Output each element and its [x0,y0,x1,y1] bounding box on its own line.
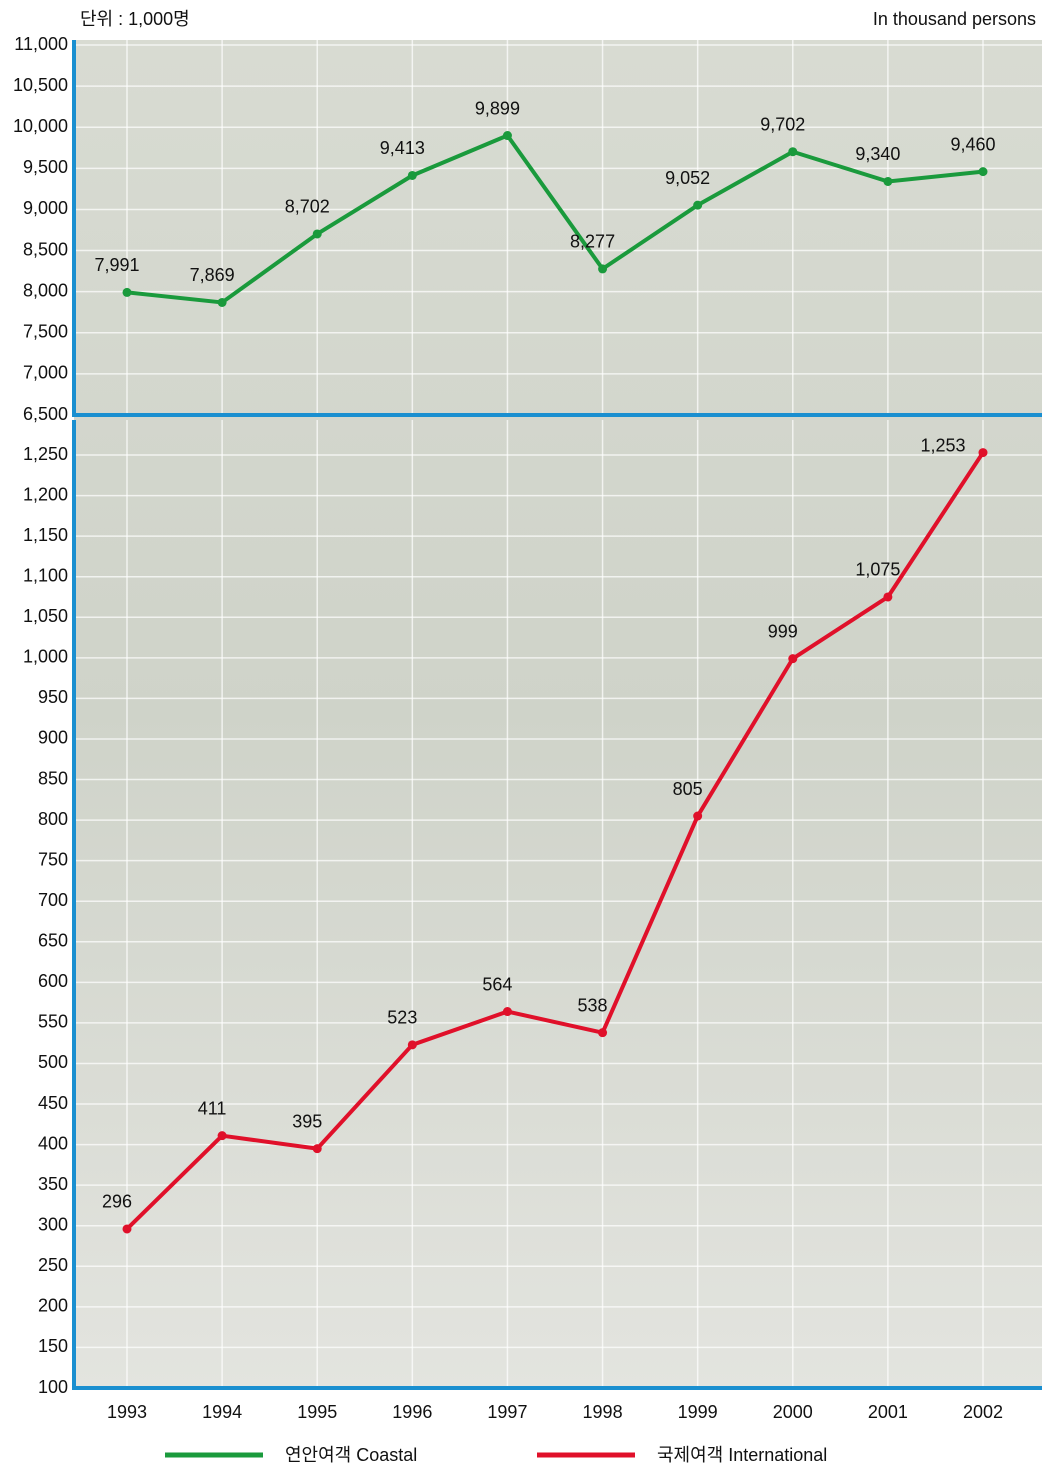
y-tick-label: 1,250 [23,444,68,464]
point [312,1144,322,1154]
x-tick-label: 2001 [868,1402,908,1422]
data-label: 9,899 [475,98,520,118]
x-tick-label: 1999 [678,1402,718,1422]
y-tick-label: 7,500 [23,322,68,342]
y-tick-label: 10,000 [13,116,68,136]
point [217,1131,227,1141]
point [693,200,703,210]
data-label: 296 [102,1192,132,1212]
data-label: 411 [198,1098,227,1118]
point [883,176,893,186]
y-tick-label: 1,200 [23,484,68,504]
y-tick-label: 850 [38,768,68,788]
data-label: 9,702 [760,114,805,134]
y-tick-label: 800 [38,809,68,829]
line [125,451,985,1231]
data-label: 805 [673,779,703,799]
y-tick-label: 9,000 [23,198,68,218]
line [126,133,984,305]
point [598,1028,608,1038]
y-tick-label: 10,500 [13,75,68,95]
x-tick-label: 1995 [297,1402,337,1422]
y-tick-label: 1,150 [23,525,68,545]
point [883,592,893,602]
y-tick-label: 500 [38,1052,68,1072]
y-tick-label: 8,500 [23,239,68,259]
point [693,811,703,821]
point [407,170,417,180]
data-label: 523 [387,1008,417,1028]
x-tick-label: 1993 [107,1402,147,1422]
data-label: 9,460 [950,134,995,154]
y-tick-label: 100 [38,1377,68,1397]
point [122,287,132,297]
data-label: 7,991 [94,255,139,275]
data-label: 999 [768,621,798,641]
y-tick-label: 400 [38,1133,68,1153]
x-tick-label: 1994 [202,1402,242,1422]
data-label: 564 [482,974,512,994]
x-tick-label: 2000 [773,1402,813,1422]
point [217,297,227,307]
y-tick-label: 950 [38,687,68,707]
point [788,147,798,157]
point [978,448,988,458]
background [74,40,1042,1388]
data-label: 1,253 [920,435,965,455]
point [122,1224,132,1234]
y-tick-label: 300 [38,1214,68,1234]
y-tick-label: 11,000 [14,34,68,54]
legend-label: 연안여객 Coastal [285,1445,417,1465]
x-tick-label: 2002 [963,1402,1003,1422]
y-tick-label: 700 [38,890,68,910]
y-tick-label: 1,100 [23,565,68,585]
data-label: 9,413 [380,138,425,158]
data-label: 9,052 [665,168,710,188]
data-label: 8,277 [570,232,615,252]
unit-label-en: In thousand persons [873,9,1036,29]
y-tick-label: 250 [38,1255,68,1275]
y-tick-label: 900 [38,728,68,748]
data-label: 9,340 [855,144,900,164]
y-tick-label: 7,000 [23,363,68,383]
y-tick-label: 150 [38,1336,68,1356]
y-tick-label: 9,500 [23,157,68,177]
data-label: 1,075 [855,560,900,580]
y-tick-label: 650 [38,931,68,951]
x-tick-label: 1998 [583,1402,623,1422]
x-tick-label: 1997 [487,1402,527,1422]
x-tick-label: 1996 [392,1402,432,1422]
data-label: 8,702 [285,197,330,217]
point [788,654,798,664]
data-label: 538 [578,995,608,1015]
unit-label: 단위 : 1,000명 [80,9,190,29]
point [598,264,608,274]
y-tick-label: 550 [38,1012,68,1032]
y-tick-label: 1,050 [23,606,68,626]
point [502,1007,512,1017]
y-tick-label: 750 [38,849,68,869]
legend-label: 국제여객 International [657,1445,827,1465]
data-label: 395 [292,1111,322,1131]
point [312,229,322,239]
y-tick-label: 600 [38,971,68,991]
y-tick-label: 450 [38,1093,68,1113]
y-tick-label: 8,000 [23,280,68,300]
data-label: 7,869 [190,265,235,285]
y-tick-label: 350 [38,1174,68,1194]
point [502,131,512,141]
y-tick-label: 1,000 [23,647,68,667]
y-tick-label: 6,500 [23,404,68,424]
point [978,167,988,177]
y-tick-label: 200 [38,1296,68,1316]
point [407,1040,417,1050]
